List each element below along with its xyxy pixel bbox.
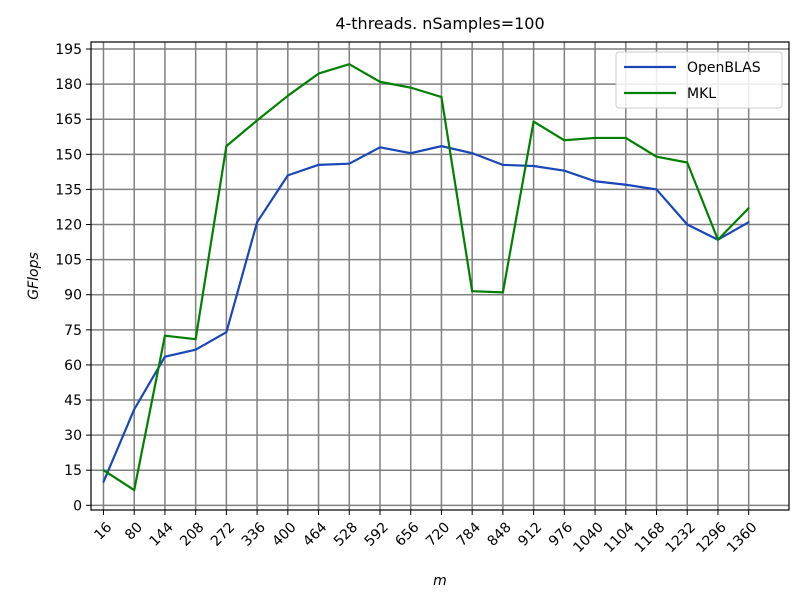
y-axis-title: GFlops — [26, 252, 42, 300]
data-point-openblas — [409, 152, 412, 155]
data-point-openblas — [563, 169, 566, 172]
data-point-mkl — [747, 207, 750, 210]
data-point-mkl — [655, 155, 658, 158]
data-point-openblas — [501, 163, 504, 166]
data-point-mkl — [409, 86, 412, 89]
y-tick-label: 90 — [64, 288, 82, 304]
y-tick-label: 165 — [55, 112, 82, 128]
series-line-mkl — [102, 63, 750, 492]
data-point-mkl — [594, 136, 597, 139]
data-point-mkl — [133, 489, 136, 492]
data-point-openblas — [747, 221, 750, 224]
data-point-openblas — [471, 152, 474, 155]
data-point-openblas — [163, 355, 166, 358]
legend: OpenBLAS MKL — [615, 51, 783, 109]
data-point-mkl — [317, 72, 320, 75]
y-tick-label: 195 — [55, 42, 82, 58]
plot-frame — [90, 41, 790, 511]
data-point-openblas — [348, 162, 351, 165]
series-layer — [102, 63, 750, 492]
data-point-openblas — [256, 221, 259, 224]
data-point-mkl — [102, 469, 105, 472]
legend-label-mkl: MKL — [687, 86, 716, 102]
data-point-mkl — [440, 95, 443, 98]
data-point-mkl — [256, 119, 259, 122]
data-point-openblas — [532, 165, 535, 168]
data-point-mkl — [194, 338, 197, 341]
data-point-openblas — [102, 480, 105, 483]
y-tick-label: 30 — [64, 428, 82, 444]
data-point-openblas — [624, 183, 627, 186]
y-tick-label: 45 — [64, 393, 82, 409]
data-point-openblas — [594, 180, 597, 183]
data-point-mkl — [563, 139, 566, 142]
data-point-mkl — [163, 334, 166, 337]
data-point-mkl — [286, 94, 289, 97]
data-point-openblas — [378, 146, 381, 149]
data-point-openblas — [655, 188, 658, 191]
legend-label-openblas: OpenBLAS — [687, 60, 761, 76]
data-point-mkl — [378, 80, 381, 83]
y-tick-label: 0 — [73, 498, 82, 514]
data-point-mkl — [532, 120, 535, 123]
y-tick-label: 75 — [64, 323, 82, 339]
data-point-openblas — [225, 331, 228, 334]
data-point-openblas — [133, 408, 136, 411]
y-tick-label: 105 — [55, 253, 82, 269]
chart-title: 4-threads. nSamples=100 — [335, 14, 544, 33]
y-tick-label: 120 — [55, 218, 82, 234]
y-tick-label: 150 — [55, 147, 82, 163]
data-point-mkl — [501, 291, 504, 294]
data-point-mkl — [624, 136, 627, 139]
data-point-openblas — [286, 174, 289, 177]
y-axis: 0 15 30 45 60 75 90 105 120 135 150 165 180 195 — [55, 42, 91, 514]
data-point-openblas — [194, 348, 197, 351]
data-point-openblas — [440, 145, 443, 148]
x-axis-title: m — [433, 573, 447, 589]
data-point-mkl — [225, 145, 228, 148]
y-tick-label: 60 — [64, 358, 82, 374]
data-point-mkl — [686, 161, 689, 164]
data-point-mkl — [471, 290, 474, 293]
data-point-openblas — [317, 163, 320, 166]
data-point-mkl — [348, 63, 351, 66]
y-tick-label: 135 — [55, 182, 82, 198]
y-tick-label: 180 — [55, 77, 82, 93]
data-point-openblas — [686, 223, 689, 226]
y-tick-label: 15 — [64, 463, 82, 479]
series-line-openblas — [102, 145, 750, 483]
data-point-mkl — [716, 238, 719, 241]
